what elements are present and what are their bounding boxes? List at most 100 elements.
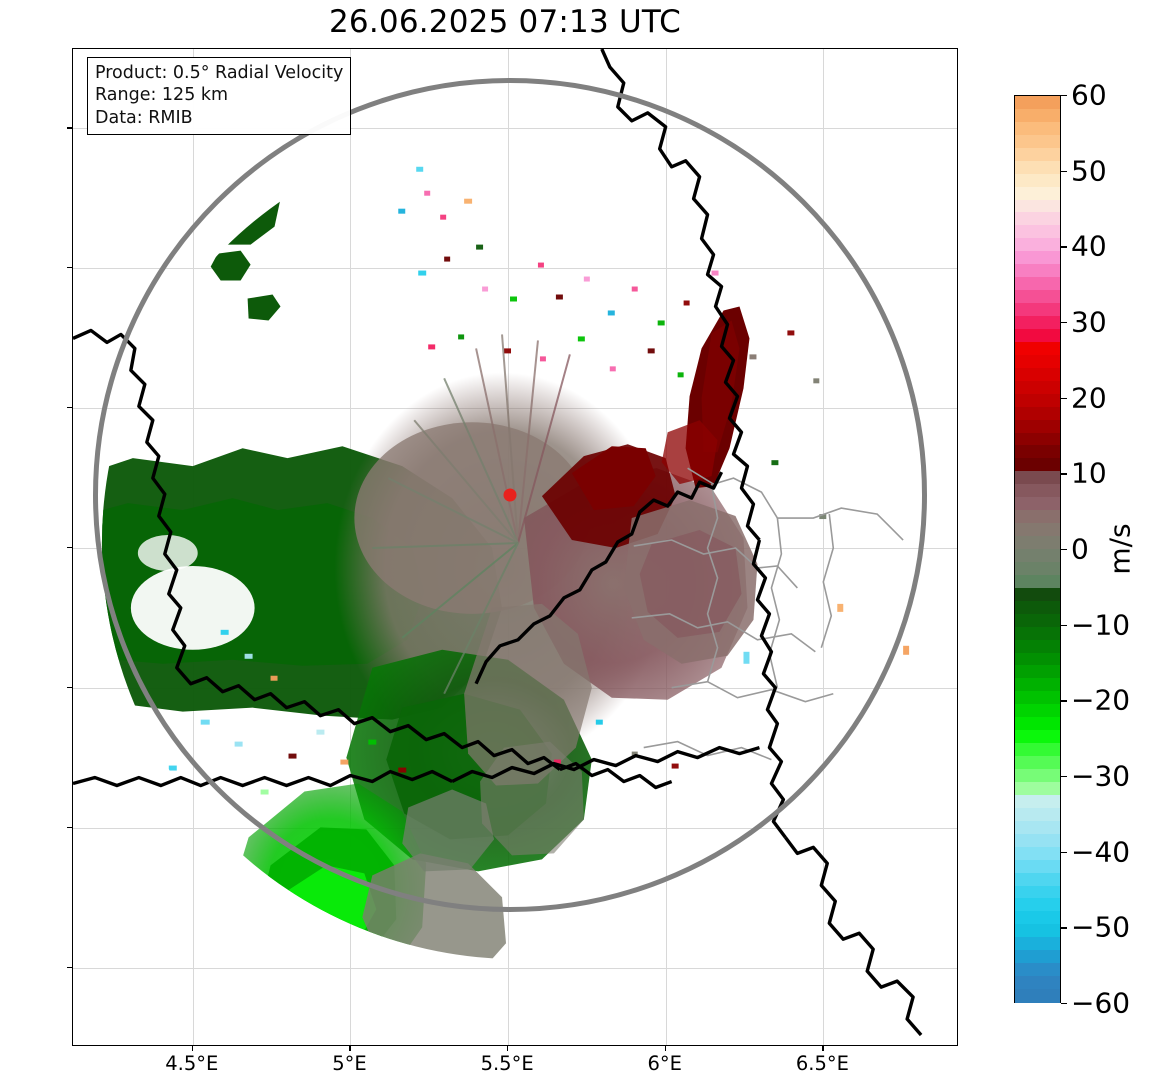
colorbar-band (1015, 380, 1060, 395)
y-tickmark (67, 267, 72, 269)
x-tick-label: 5°E (332, 1052, 367, 1075)
colorbar-tick-label: −10 (1071, 608, 1131, 642)
colorbar-band (1015, 859, 1060, 874)
colorbar-tick-label: 30 (1071, 305, 1107, 339)
plot-inner: Product: 0.5° Radial Velocity Range: 125… (73, 49, 957, 1045)
colorbar-band (1015, 756, 1060, 770)
colorbar-tick-label: 40 (1071, 229, 1107, 263)
colorbar-band (1015, 108, 1060, 123)
colorbar-band (1015, 600, 1060, 615)
colorbar-band (1015, 730, 1060, 744)
colorbar-band (1015, 406, 1060, 421)
x-tickmark (349, 1046, 351, 1051)
gridline-horizontal (73, 687, 957, 689)
colorbar-tickmark (1061, 700, 1067, 702)
colorbar-band (1015, 316, 1060, 330)
colorbar-gradient (1014, 95, 1061, 1003)
colorbar-band (1015, 367, 1060, 382)
colorbar-band (1015, 251, 1060, 265)
radar-plot-panel: Product: 0.5° Radial Velocity Range: 125… (72, 48, 958, 1046)
info-range: Range: 125 km (95, 85, 229, 106)
colorbar-band (1015, 484, 1060, 498)
colorbar-band (1015, 264, 1060, 278)
x-tickmark (822, 1046, 824, 1051)
colorbar-band (1015, 885, 1060, 900)
colorbar-tickmark (1061, 397, 1067, 400)
colorbar-band (1015, 639, 1060, 654)
colorbar-band (1015, 419, 1060, 434)
y-tickmark (67, 127, 72, 129)
borders-layer (73, 49, 923, 1037)
colorbar-band (1015, 820, 1060, 835)
colorbar-tickmark (1061, 1003, 1067, 1005)
gridline-vertical (823, 49, 825, 1045)
colorbar-band (1015, 134, 1060, 149)
colorbar-tick-label: 10 (1071, 456, 1107, 490)
colorbar-band (1015, 536, 1060, 550)
colorbar-band (1015, 924, 1060, 938)
colorbar-band (1015, 121, 1060, 136)
gridline-vertical (665, 49, 667, 1045)
colorbar-tick-label: 50 (1071, 154, 1107, 188)
gridline-horizontal (73, 827, 957, 829)
x-tick-label: 6°E (647, 1052, 683, 1075)
colorbar-band (1015, 354, 1060, 369)
y-tickmark (67, 407, 72, 409)
colorbar-tickmark (1061, 170, 1067, 173)
colorbar-band (1015, 561, 1060, 576)
colorbar-band (1015, 989, 1060, 1003)
colorbar-band (1015, 160, 1060, 175)
colorbar-band (1015, 303, 1060, 317)
colorbar-band (1015, 794, 1060, 809)
colorbar-band (1015, 743, 1060, 757)
colorbar-tickmark (1061, 776, 1067, 778)
colorbar-band (1015, 704, 1060, 718)
colorbar-band (1015, 238, 1060, 253)
colorbar-band (1015, 458, 1060, 473)
colorbar-band (1015, 199, 1060, 214)
colorbar-tick-label: −20 (1071, 683, 1131, 717)
colorbar-band (1015, 549, 1060, 563)
colorbar-band (1015, 769, 1060, 783)
national-borders (73, 49, 923, 1037)
colorbar-band (1015, 846, 1060, 861)
colorbar-tick-label: 20 (1071, 381, 1107, 415)
colorbar-band (1015, 678, 1060, 693)
colorbar-tickmark (1061, 549, 1067, 551)
gridline-horizontal (73, 967, 957, 969)
x-tickmark (664, 1046, 667, 1051)
radar-site-marker (503, 488, 517, 502)
colorbar-band (1015, 833, 1060, 848)
colorbar-band (1015, 341, 1060, 356)
colorbar-band (1015, 497, 1060, 511)
colorbar-band (1015, 186, 1060, 201)
colorbar-band (1015, 328, 1060, 343)
colorbar-band (1015, 665, 1060, 680)
x-tickmark (507, 1046, 509, 1051)
y-tickmark (67, 826, 72, 829)
y-tickmark (67, 547, 72, 549)
colorbar-tick-label: −30 (1071, 759, 1131, 793)
colorbar-band (1015, 898, 1060, 913)
gridline-vertical (350, 49, 352, 1045)
info-product: Product: 0.5° Radial Velocity (95, 63, 344, 83)
colorbar-band (1015, 781, 1060, 796)
colorbar-band (1015, 173, 1060, 188)
colorbar-tickmark (1061, 246, 1067, 248)
colorbar-tick-label: 0 (1071, 532, 1089, 566)
colorbar-band (1015, 96, 1060, 110)
gridline-vertical (192, 49, 194, 1045)
colorbar-tickmark (1061, 624, 1067, 627)
info-data-source: Data: RMIB (95, 107, 193, 128)
y-tickmark (67, 686, 72, 689)
colorbar-band (1015, 510, 1060, 524)
colorbar-band (1015, 652, 1060, 667)
gridline-vertical (508, 49, 510, 1045)
y-tickmark (67, 966, 72, 969)
colorbar-tickmark (1061, 851, 1067, 854)
colorbar-tick-label: −50 (1071, 910, 1131, 944)
x-tick-label: 5.5°E (480, 1052, 534, 1075)
colorbar-band (1015, 626, 1060, 641)
gridline-horizontal (73, 548, 957, 549)
colorbar-band (1015, 691, 1060, 706)
